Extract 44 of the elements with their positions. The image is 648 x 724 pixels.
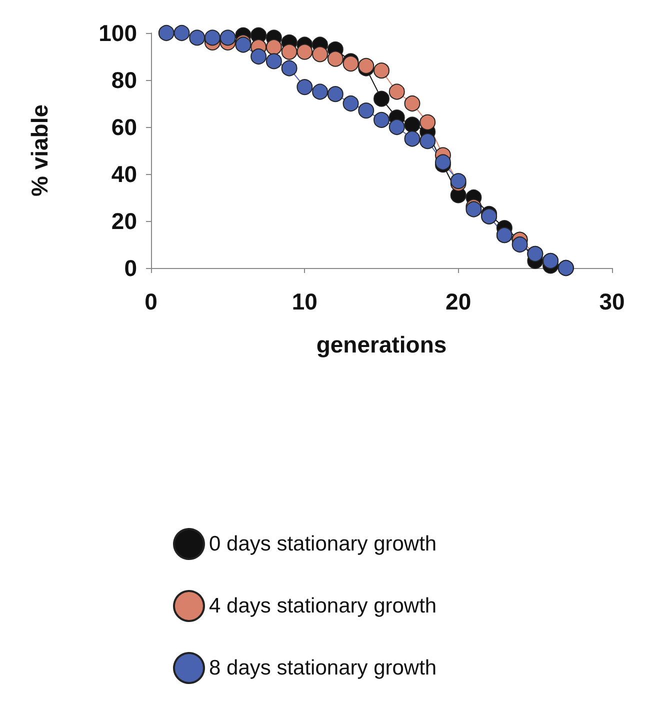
point <box>342 96 359 112</box>
point <box>266 39 282 56</box>
point <box>281 60 298 76</box>
x-tick-label: 30 <box>599 288 625 314</box>
y-tick-label: 60 <box>111 114 137 140</box>
point <box>312 46 328 62</box>
y-axis-title: % viable <box>26 104 52 197</box>
x-tick-label: 0 <box>144 288 158 314</box>
x-tick-label: 20 <box>446 288 472 314</box>
point <box>174 25 190 41</box>
point <box>296 44 313 60</box>
legend-label: 0 days stationary growth <box>209 532 437 556</box>
x-axis-title: generations <box>316 332 447 358</box>
y-tick-label: 80 <box>111 67 137 93</box>
point <box>204 30 220 46</box>
point <box>404 116 420 133</box>
point <box>374 112 390 128</box>
point <box>512 236 528 252</box>
point <box>327 86 344 102</box>
legend-label: 4 days stationary growth <box>209 594 437 618</box>
point <box>266 53 282 70</box>
point <box>420 133 436 150</box>
y-tick-label: 20 <box>111 208 137 234</box>
y-tick-label: 40 <box>111 161 137 187</box>
legend-label: 8 days stationary growth <box>209 656 437 680</box>
point <box>420 114 436 130</box>
point <box>374 90 390 107</box>
point <box>404 96 420 112</box>
y-tick-label: 0 <box>124 255 137 281</box>
point <box>220 30 236 46</box>
point <box>388 119 405 135</box>
point <box>158 25 174 41</box>
point <box>250 48 267 64</box>
point <box>404 130 420 147</box>
x-tick-label: 10 <box>292 288 318 314</box>
point <box>327 50 344 67</box>
y-tick-label: 100 <box>98 20 137 46</box>
point <box>312 84 328 100</box>
point <box>296 79 313 96</box>
point <box>358 102 374 119</box>
point <box>388 84 405 100</box>
point <box>374 62 390 79</box>
point <box>281 44 298 60</box>
point <box>189 30 206 46</box>
